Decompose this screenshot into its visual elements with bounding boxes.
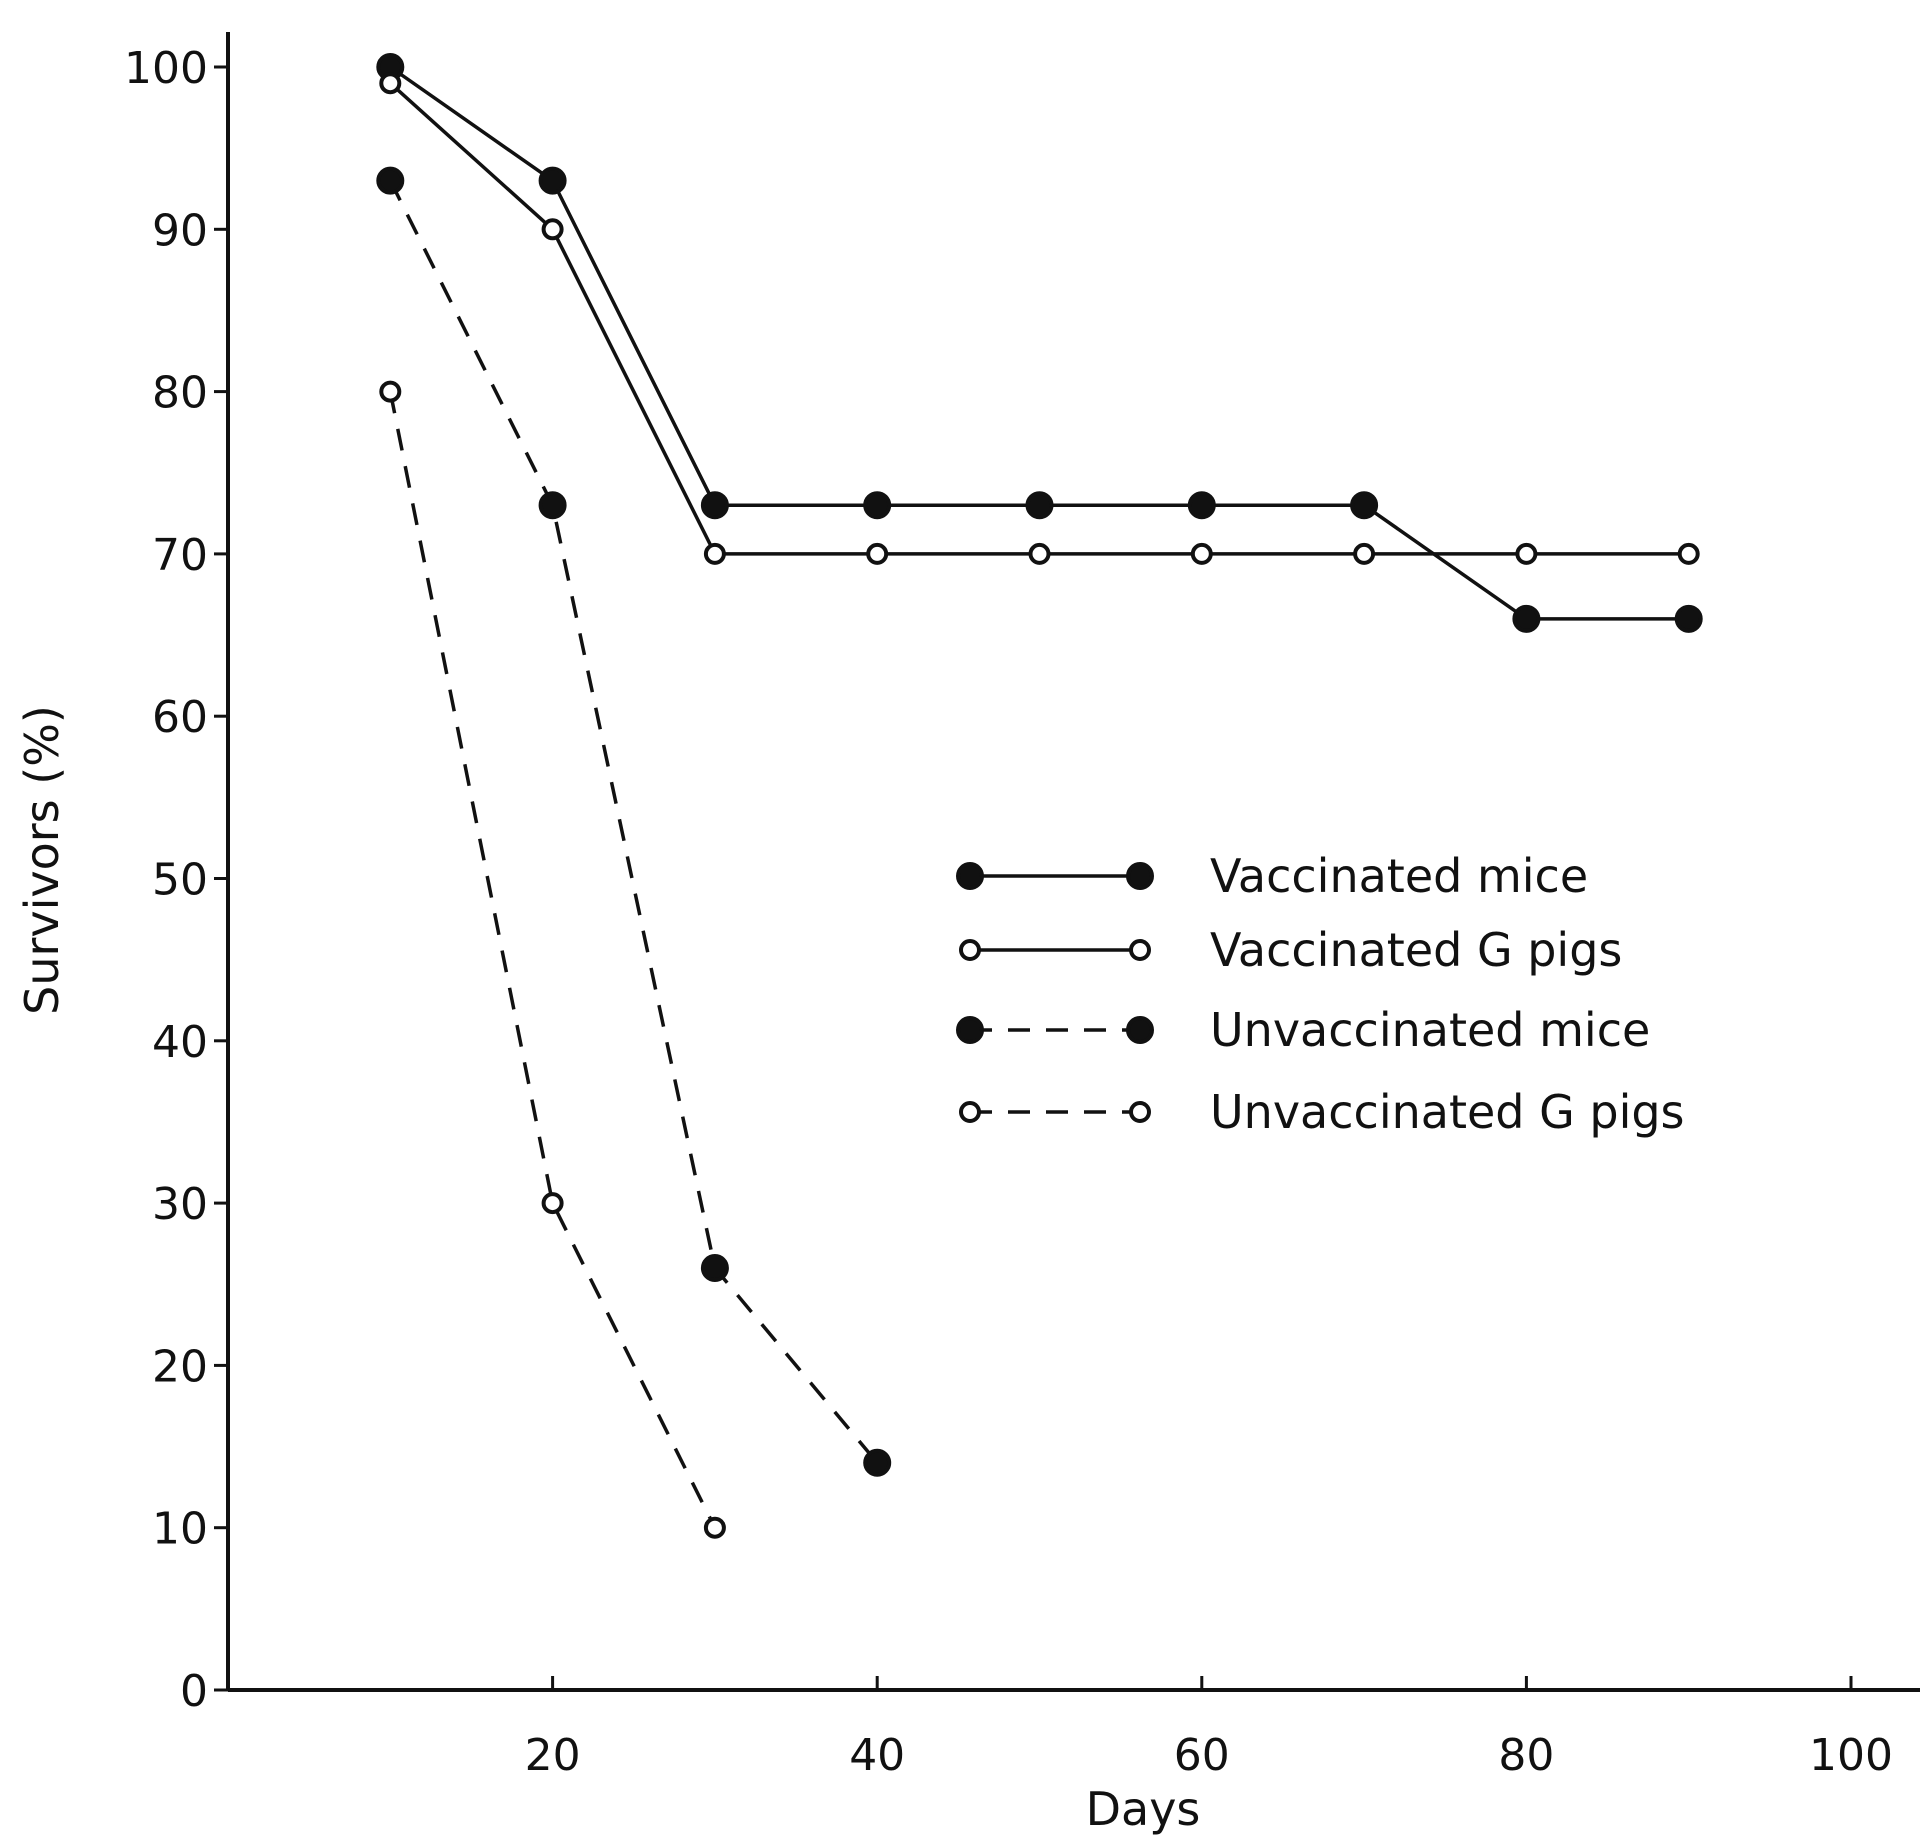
data-point (1350, 491, 1379, 520)
legend-marker (959, 1101, 981, 1123)
legend-item: Unvaccinated G pigs (959, 1085, 1685, 1139)
data-point (538, 166, 567, 195)
x-ticks: 20 40 60 80 100 (525, 1676, 1893, 1781)
legend-item: Vaccinated mice (956, 849, 1588, 903)
series-line (388, 179, 879, 1464)
legend-marker (956, 862, 984, 890)
series-line (389, 81, 1689, 556)
data-point (1353, 542, 1376, 565)
data-point (866, 542, 889, 565)
data-point (1190, 542, 1213, 565)
legend-marker (1126, 1016, 1154, 1044)
series-unvaccinated-mice (376, 166, 892, 1477)
legend-item: Unvaccinated mice (956, 1003, 1650, 1057)
data-point (700, 1254, 729, 1283)
data-point (700, 491, 729, 520)
x-tick-label: 100 (1809, 1730, 1893, 1781)
data-point (1512, 604, 1541, 633)
x-tick-label: 40 (849, 1730, 905, 1781)
data-point (379, 380, 402, 403)
legend-label: Vaccinated mice (1210, 849, 1588, 903)
series-unvaccinated-g-pigs (379, 380, 726, 1539)
x-tick-label: 80 (1498, 1730, 1554, 1781)
series-line (389, 65, 1689, 621)
y-tick-label: 90 (152, 205, 208, 256)
data-point (1025, 491, 1054, 520)
data-point (541, 218, 564, 241)
legend-marker (1129, 1101, 1151, 1123)
y-tick-label: 80 (152, 368, 208, 419)
data-point (1674, 604, 1703, 633)
legend: Vaccinated mice Vaccinated G pigs Unvaccin… (956, 849, 1685, 1139)
y-tick-label: 100 (124, 43, 208, 94)
data-point (379, 72, 402, 95)
y-tick-label: 40 (152, 1017, 208, 1068)
legend-label: Unvaccinated G pigs (1210, 1085, 1685, 1139)
data-point (1677, 542, 1700, 565)
y-tick-label: 70 (152, 530, 208, 581)
series-layer (376, 53, 1703, 1539)
x-tick-label: 60 (1174, 1730, 1230, 1781)
y-tick-label: 20 (152, 1341, 208, 1392)
series-vaccinated-mice (376, 53, 1703, 633)
legend-item: Vaccinated G pigs (959, 923, 1622, 977)
axes (226, 32, 1920, 1692)
y-tick-label: 50 (152, 855, 208, 906)
data-point (1515, 542, 1538, 565)
data-point (863, 1448, 892, 1477)
data-point (703, 1516, 726, 1539)
x-tick-label: 20 (525, 1730, 581, 1781)
legend-marker (1129, 939, 1151, 961)
legend-marker (1126, 862, 1154, 890)
data-point (538, 491, 567, 520)
y-tick-label: 10 (152, 1504, 208, 1555)
data-point (541, 1192, 564, 1215)
data-point (863, 491, 892, 520)
series-line (388, 391, 717, 1529)
series-vaccinated-g-pigs (379, 72, 1700, 565)
y-tick-label: 30 (152, 1179, 208, 1230)
legend-marker (959, 939, 981, 961)
legend-label: Vaccinated G pigs (1210, 923, 1622, 977)
legend-label: Unvaccinated mice (1210, 1003, 1650, 1057)
data-point (376, 166, 405, 195)
y-tick-label: 60 (152, 692, 208, 743)
y-axis-title: Survivors (%) (15, 705, 69, 1015)
data-point (1028, 542, 1051, 565)
y-ticks: 0 10 20 30 40 50 60 70 80 90 100 (124, 43, 228, 1717)
data-point (703, 542, 726, 565)
data-point (1187, 491, 1216, 520)
y-tick-label: 0 (180, 1666, 208, 1717)
x-axis-title: Days (1086, 1782, 1201, 1836)
legend-marker (956, 1016, 984, 1044)
